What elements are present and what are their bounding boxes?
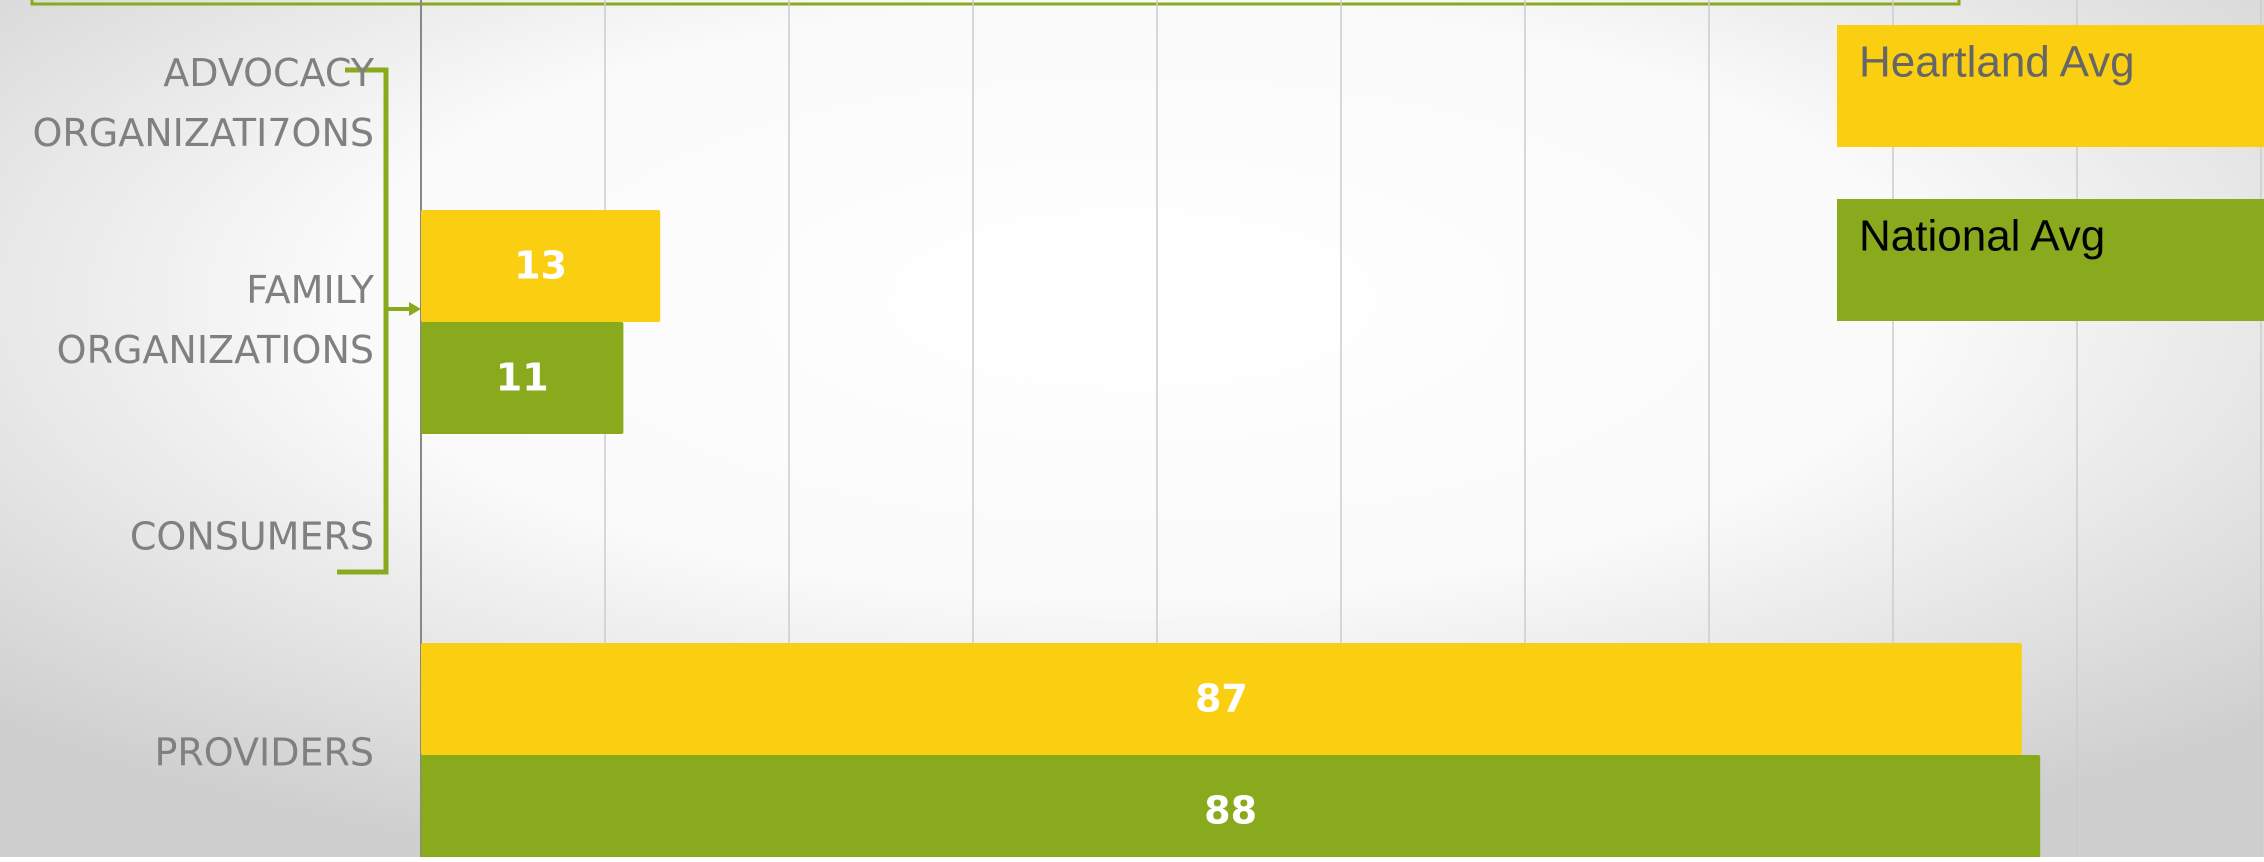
category-label: ADVOCACY ORGANIZATI7ONS bbox=[32, 51, 374, 155]
legend-swatch bbox=[1837, 199, 2264, 321]
legend-swatch bbox=[1837, 25, 2264, 147]
frame bbox=[30, 0, 1961, 6]
bar bbox=[421, 755, 2041, 862]
bracket bbox=[337, 67, 389, 575]
category-label: PROVIDERS bbox=[154, 731, 374, 775]
legend-label: Heartland Avg bbox=[1859, 38, 2135, 87]
bar bbox=[421, 643, 2022, 755]
value-label: 87 bbox=[1195, 677, 1248, 721]
bracket-arrowhead bbox=[409, 302, 421, 316]
legend-label: National Avg bbox=[1859, 212, 2105, 261]
bar bbox=[421, 210, 661, 322]
value-label: 13 bbox=[514, 244, 567, 288]
category-label: FAMILY ORGANIZATIONS bbox=[57, 268, 375, 372]
value-label: 11 bbox=[496, 356, 549, 400]
value-label: 88 bbox=[1204, 789, 1257, 833]
bar bbox=[421, 322, 624, 434]
category-label: CONSUMERS bbox=[130, 515, 374, 559]
